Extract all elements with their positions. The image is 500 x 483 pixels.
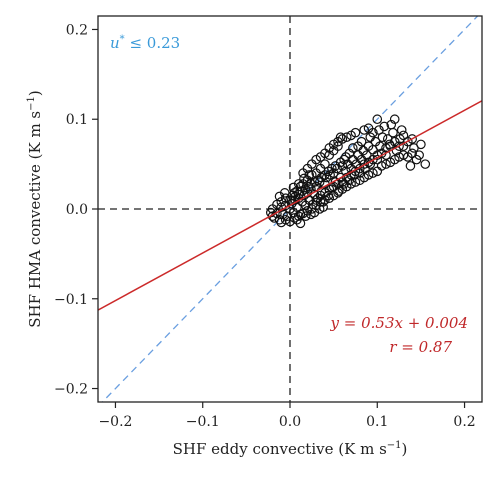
scatter-point	[376, 161, 387, 171]
scatter-point	[304, 170, 314, 180]
y-axis: −0.2 −0.1 0.0 0.1 0.2	[54, 22, 98, 398]
reference-lines	[98, 16, 482, 402]
x-axis-title-exp: −1	[387, 440, 402, 451]
scatter-point	[409, 143, 419, 153]
x-axis-title-main: SHF eddy convective (K m s	[173, 440, 387, 458]
scatter-point	[324, 150, 335, 160]
ustar-sup: *	[120, 34, 125, 45]
fit-correlation: r = 0.87	[389, 338, 452, 356]
scatter-point	[363, 123, 374, 134]
scatter-point	[341, 152, 351, 162]
y-tick-label: 0.1	[66, 112, 88, 128]
scatter-point	[315, 197, 326, 207]
y-tick-label: −0.2	[54, 382, 88, 398]
scatter-point	[386, 119, 397, 130]
scatter-point	[375, 141, 385, 151]
scatter-point	[341, 132, 352, 142]
y-axis-title: SHF HMA convective (K m s−1)	[26, 90, 44, 328]
x-tick-label: 0.2	[453, 414, 475, 430]
x-tick-label: 0.1	[366, 414, 388, 430]
y-axis-title-close: )	[26, 90, 44, 96]
scatter-point	[365, 132, 376, 142]
y-axis-title-main: SHF HMA convective (K m s	[26, 111, 44, 328]
scatter-point	[279, 188, 290, 198]
scatter-point	[363, 170, 374, 180]
reference-line-one-to-one	[101, 16, 479, 402]
scatter-point	[300, 211, 311, 221]
fit-line-group	[98, 100, 482, 311]
ustar-text: ≤ 0.23	[125, 34, 181, 52]
scatter-point	[333, 136, 343, 147]
scatter-point	[398, 130, 409, 141]
scatter-point	[398, 150, 409, 160]
x-axis-title: SHF eddy convective (K m s−1)	[173, 440, 408, 458]
scatter-point	[407, 148, 417, 159]
scatter-point	[280, 214, 291, 225]
scatter-point	[368, 168, 378, 178]
scatter-point	[381, 159, 391, 169]
scatter-point	[265, 207, 276, 218]
ustar-annotation: u* ≤ 0.23	[110, 34, 180, 52]
scatter-point	[396, 125, 407, 135]
scatter-point	[318, 202, 328, 213]
scatter-point	[420, 159, 431, 169]
data-points	[265, 114, 431, 229]
scatter-point	[372, 114, 383, 125]
y-tick-label: −0.1	[54, 292, 88, 308]
x-axis: −0.2 −0.1 0.0 0.1 0.2	[98, 402, 476, 430]
scatter-point	[381, 143, 391, 153]
y-tick-label: 0.0	[66, 202, 88, 218]
fit-line	[98, 100, 482, 311]
scatter-point	[394, 152, 404, 162]
scatter-point	[414, 150, 424, 160]
scatter-point	[306, 179, 316, 189]
ustar-symbol: u	[110, 34, 120, 52]
scatter-point	[405, 161, 416, 171]
scatter-point	[353, 141, 363, 151]
x-tick-label: −0.2	[98, 414, 132, 430]
scatter-point	[314, 177, 325, 187]
scatter-point	[350, 177, 361, 187]
scatter-point	[359, 159, 369, 169]
scatter-point	[295, 218, 306, 229]
scatter-point	[394, 141, 404, 151]
y-axis-title-exp: −1	[26, 96, 37, 111]
scatter-point	[361, 150, 372, 160]
scatter-point	[374, 125, 384, 135]
scatter-point	[350, 127, 361, 138]
x-tick-label: −0.1	[186, 414, 220, 430]
x-axis-title-close: )	[402, 440, 408, 458]
scatter-point	[289, 213, 300, 223]
scatter-point	[359, 125, 369, 135]
scatter-point	[407, 134, 417, 144]
fit-equation: y = 0.53x + 0.004	[330, 314, 468, 332]
y-tick-label: 0.2	[66, 22, 88, 38]
x-tick-label: 0.0	[279, 414, 301, 430]
scatter-point	[293, 179, 304, 189]
